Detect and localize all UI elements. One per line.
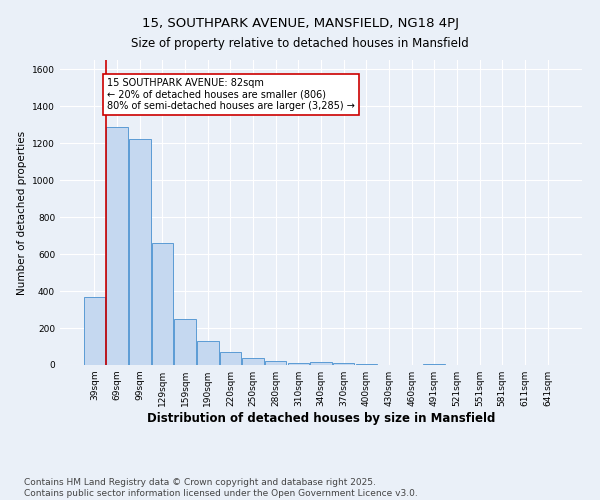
Bar	[220, 352, 241, 365]
Text: 15, SOUTHPARK AVENUE, MANSFIELD, NG18 4PJ: 15, SOUTHPARK AVENUE, MANSFIELD, NG18 4P…	[142, 17, 458, 30]
Bar	[265, 362, 286, 365]
Bar	[424, 364, 445, 365]
Bar	[333, 363, 355, 365]
Text: 15 SOUTHPARK AVENUE: 82sqm
← 20% of detached houses are smaller (806)
80% of sem: 15 SOUTHPARK AVENUE: 82sqm ← 20% of deta…	[107, 78, 355, 111]
Bar	[84, 296, 105, 365]
Bar	[287, 363, 309, 365]
Text: Contains HM Land Registry data © Crown copyright and database right 2025.
Contai: Contains HM Land Registry data © Crown c…	[24, 478, 418, 498]
Text: Size of property relative to detached houses in Mansfield: Size of property relative to detached ho…	[131, 37, 469, 50]
Bar	[197, 341, 218, 365]
Bar	[129, 140, 151, 365]
Bar	[310, 362, 332, 365]
Y-axis label: Number of detached properties: Number of detached properties	[17, 130, 26, 294]
Bar	[152, 243, 173, 365]
Bar	[175, 319, 196, 365]
Bar	[356, 364, 377, 365]
Bar	[106, 126, 128, 365]
Bar	[242, 358, 264, 365]
X-axis label: Distribution of detached houses by size in Mansfield: Distribution of detached houses by size …	[147, 412, 495, 425]
